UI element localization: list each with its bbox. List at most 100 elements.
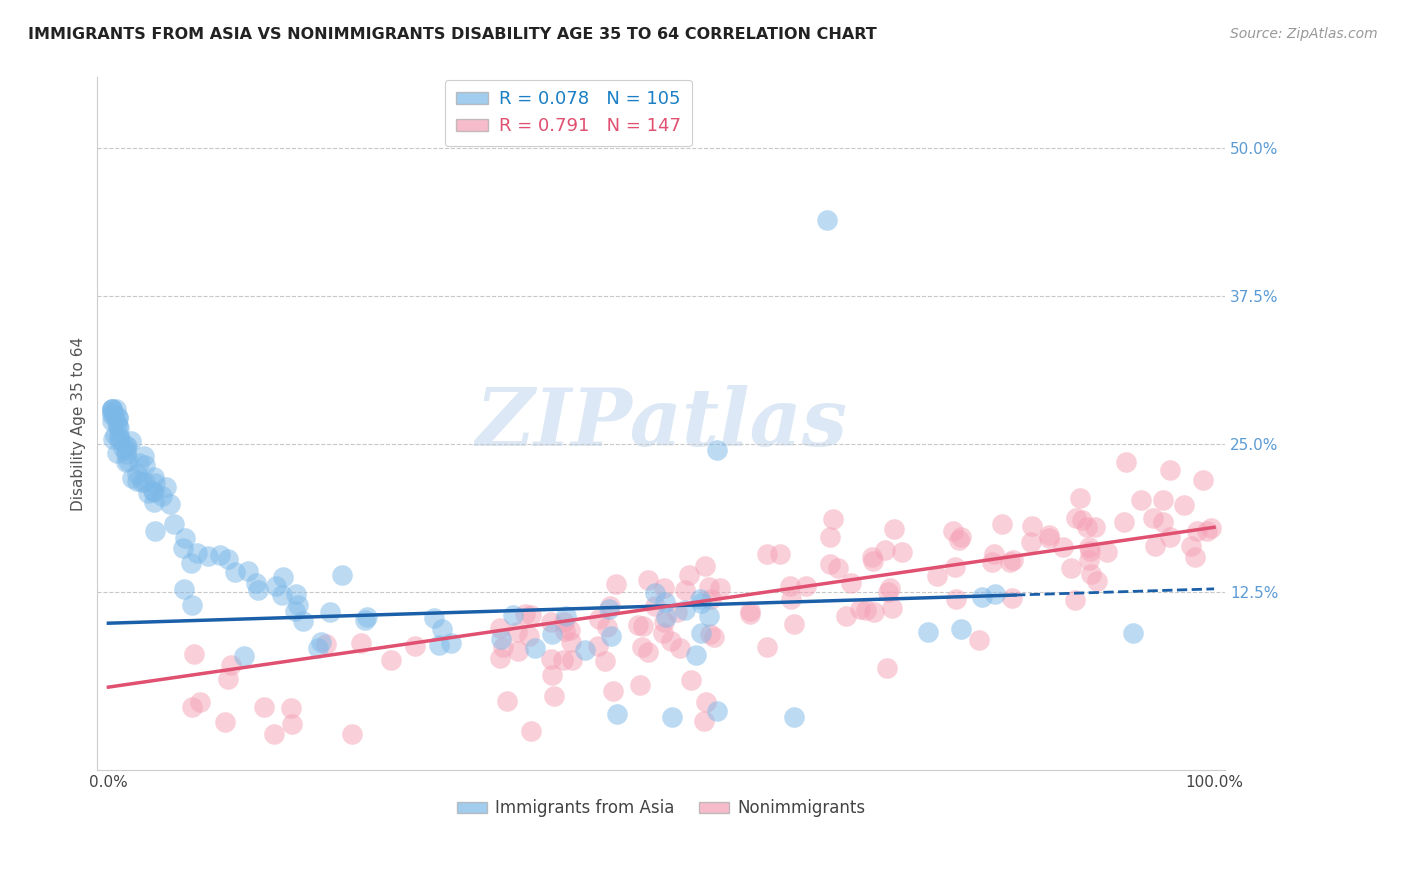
Point bbox=[983, 547, 1005, 561]
Point bbox=[217, 552, 239, 566]
Point bbox=[942, 524, 965, 538]
Point bbox=[1038, 528, 1060, 542]
Point bbox=[489, 632, 512, 646]
Point bbox=[1184, 549, 1206, 564]
Point bbox=[1069, 491, 1091, 505]
Point bbox=[489, 621, 512, 635]
Point bbox=[665, 605, 688, 619]
Point bbox=[668, 641, 690, 656]
Point bbox=[644, 599, 666, 613]
Point bbox=[100, 401, 122, 416]
Point bbox=[128, 457, 150, 471]
Point bbox=[236, 564, 259, 578]
Point bbox=[815, 212, 838, 227]
Point bbox=[655, 610, 678, 624]
Point bbox=[863, 605, 886, 619]
Point bbox=[551, 653, 574, 667]
Point bbox=[699, 626, 721, 640]
Point bbox=[287, 599, 309, 613]
Point bbox=[630, 640, 652, 655]
Point bbox=[554, 624, 576, 639]
Point bbox=[1152, 515, 1174, 529]
Point bbox=[709, 581, 731, 595]
Point bbox=[849, 602, 872, 616]
Point bbox=[768, 547, 790, 561]
Point bbox=[541, 668, 564, 682]
Point bbox=[271, 588, 294, 602]
Point bbox=[131, 475, 153, 489]
Point bbox=[186, 546, 208, 560]
Point bbox=[104, 428, 127, 442]
Point bbox=[280, 701, 302, 715]
Point bbox=[606, 707, 628, 722]
Point bbox=[332, 568, 354, 582]
Point bbox=[145, 475, 167, 490]
Point bbox=[427, 638, 450, 652]
Point bbox=[180, 699, 202, 714]
Y-axis label: Disability Age 35 to 64: Disability Age 35 to 64 bbox=[72, 336, 86, 511]
Point bbox=[247, 583, 270, 598]
Point bbox=[439, 636, 461, 650]
Point bbox=[181, 598, 204, 612]
Point bbox=[644, 585, 666, 599]
Point bbox=[699, 591, 721, 606]
Point bbox=[600, 629, 623, 643]
Point bbox=[155, 480, 177, 494]
Point bbox=[740, 607, 762, 622]
Point bbox=[219, 657, 242, 672]
Point bbox=[796, 578, 818, 592]
Point bbox=[183, 647, 205, 661]
Point bbox=[697, 609, 720, 624]
Point bbox=[654, 595, 676, 609]
Point bbox=[1115, 455, 1137, 469]
Point bbox=[706, 704, 728, 718]
Point bbox=[163, 516, 186, 531]
Text: Source: ZipAtlas.com: Source: ZipAtlas.com bbox=[1230, 27, 1378, 41]
Point bbox=[356, 609, 378, 624]
Point bbox=[879, 581, 901, 595]
Point bbox=[209, 548, 232, 562]
Point bbox=[637, 645, 659, 659]
Point bbox=[107, 410, 129, 425]
Point bbox=[574, 643, 596, 657]
Point bbox=[740, 604, 762, 618]
Point bbox=[100, 401, 122, 416]
Legend: Immigrants from Asia, Nonimmigrants: Immigrants from Asia, Nonimmigrants bbox=[450, 793, 873, 824]
Point bbox=[595, 654, 617, 668]
Point bbox=[115, 440, 138, 454]
Point bbox=[108, 432, 131, 446]
Point bbox=[1064, 511, 1087, 525]
Point bbox=[285, 587, 308, 601]
Point bbox=[340, 727, 363, 741]
Point bbox=[214, 715, 236, 730]
Point bbox=[598, 601, 620, 615]
Point bbox=[143, 495, 166, 509]
Point bbox=[281, 716, 304, 731]
Text: ZIPatlas: ZIPatlas bbox=[475, 385, 848, 462]
Point bbox=[506, 644, 529, 658]
Point bbox=[520, 723, 543, 738]
Point bbox=[1076, 520, 1098, 534]
Point bbox=[540, 652, 562, 666]
Point bbox=[349, 635, 371, 649]
Point bbox=[404, 639, 426, 653]
Point bbox=[515, 607, 537, 621]
Point bbox=[117, 454, 139, 468]
Point bbox=[110, 432, 132, 446]
Point bbox=[555, 608, 578, 623]
Point bbox=[502, 607, 524, 622]
Point bbox=[1001, 591, 1024, 606]
Point bbox=[654, 581, 676, 595]
Point bbox=[309, 634, 332, 648]
Point bbox=[1114, 516, 1136, 530]
Point bbox=[695, 558, 717, 573]
Point bbox=[706, 443, 728, 458]
Point bbox=[588, 611, 610, 625]
Point bbox=[134, 449, 156, 463]
Point bbox=[1071, 513, 1094, 527]
Point bbox=[1021, 519, 1043, 533]
Point bbox=[1084, 520, 1107, 534]
Text: IMMIGRANTS FROM ASIA VS NONIMMIGRANTS DISABILITY AGE 35 TO 64 CORRELATION CHART: IMMIGRANTS FROM ASIA VS NONIMMIGRANTS DI… bbox=[28, 27, 877, 42]
Point bbox=[430, 622, 453, 636]
Point bbox=[232, 649, 254, 664]
